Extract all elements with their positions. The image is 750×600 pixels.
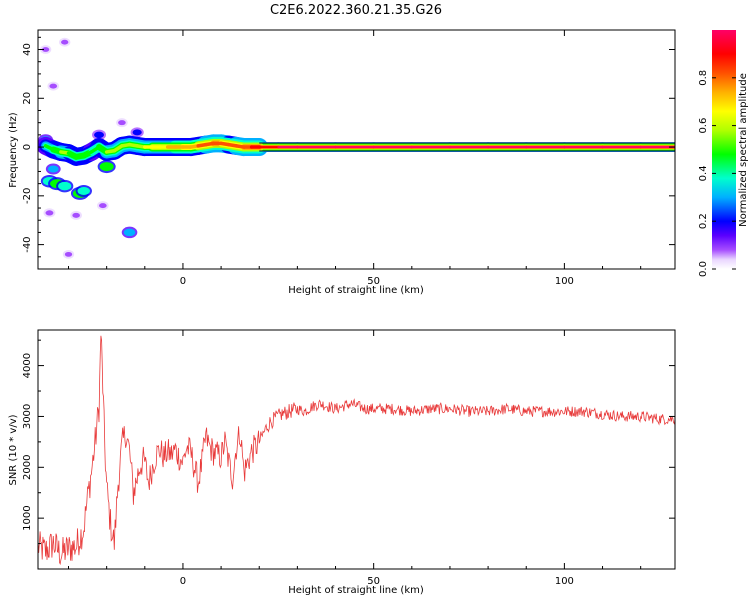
spectrogram-ytick-label: -20 bbox=[22, 188, 33, 204]
spectrogram-ylabel: Frequency (Hz) bbox=[8, 112, 19, 188]
spectrogram-blob bbox=[72, 212, 80, 218]
colorbar-tick-label: 0.6 bbox=[698, 118, 709, 134]
snr-xtick-label: 100 bbox=[555, 576, 574, 587]
spectrogram-blob bbox=[132, 129, 142, 136]
spectrogram-blob bbox=[45, 210, 54, 216]
spectrogram-blob bbox=[99, 162, 114, 172]
colorbar-label: Normalized spectral amplitude bbox=[738, 73, 749, 227]
spectrogram-blob bbox=[99, 203, 107, 209]
colorbar-tick-label: 0.8 bbox=[698, 70, 709, 86]
spectrogram-xlabel: Height of straight line (km) bbox=[288, 285, 424, 296]
spectrogram-blob bbox=[118, 120, 126, 126]
spectrogram-ytick-label: -40 bbox=[22, 236, 33, 252]
spectrogram-marks bbox=[38, 37, 675, 259]
snr-ytick-label: 4000 bbox=[22, 353, 33, 378]
colorbar-tick-label: 0.2 bbox=[698, 213, 709, 229]
spectrogram-blob bbox=[77, 186, 90, 195]
spectrogram-xtick-label: 0 bbox=[180, 276, 186, 287]
spectrogram-blob bbox=[41, 47, 50, 52]
spectrogram-xtick-label: 50 bbox=[367, 276, 380, 287]
spectrogram-ytick-label: 20 bbox=[22, 92, 33, 105]
snr-axes-frame bbox=[37, 329, 676, 570]
spectrogram-blob bbox=[123, 228, 136, 237]
snr-xlabel: Height of straight line (km) bbox=[288, 585, 424, 596]
spectrogram-blob bbox=[47, 165, 59, 173]
colorbar: 0.0 0.2 0.4 0.6 0.8 Normalized spectral ampl… bbox=[698, 30, 749, 277]
colorbar-tick-label: 0.4 bbox=[698, 165, 709, 181]
colorbar-gradient bbox=[712, 30, 736, 269]
spectrogram-panel: 0 50 100 40 20 0 -20 -40 Height of straight lin… bbox=[8, 29, 676, 296]
spectrogram-blob bbox=[61, 39, 69, 45]
snr-xtick-label: 50 bbox=[367, 576, 380, 587]
spectrogram-blob bbox=[49, 83, 58, 89]
spectrogram-ytick-label: 40 bbox=[22, 43, 33, 56]
colorbar-ticks: 0.0 0.2 0.4 0.6 0.8 bbox=[698, 70, 736, 277]
spectrogram-axes-frame bbox=[37, 29, 676, 270]
spectrogram-ytick-label: 0 bbox=[22, 144, 33, 150]
spectrogram-blob bbox=[64, 251, 73, 257]
snr-ylabel: SNR (10 * v/v) bbox=[8, 414, 19, 485]
snr-marks bbox=[38, 335, 675, 566]
snr-xtick-label: 0 bbox=[180, 576, 186, 587]
snr-ytick-label: 2000 bbox=[22, 455, 33, 480]
colorbar-tick-label: 0.0 bbox=[698, 261, 709, 277]
figure-title: C2E6.2022.360.21.35.G26 bbox=[270, 3, 442, 18]
spectrogram-ticks: 0 50 100 40 20 0 -20 -40 bbox=[22, 30, 675, 287]
snr-ytick-label: 1000 bbox=[22, 505, 33, 530]
snr-ticks: 0 50 100 1000 2000 3000 4000 bbox=[22, 330, 675, 587]
spectrogram-blob bbox=[58, 181, 72, 191]
spectrogram-xtick-label: 100 bbox=[555, 276, 574, 287]
spectrogram-blob bbox=[94, 131, 105, 139]
snr-panel: 0 50 100 1000 2000 3000 4000 Height of straigh… bbox=[8, 329, 676, 596]
snr-series-line bbox=[38, 335, 675, 566]
snr-ytick-label: 3000 bbox=[22, 404, 33, 429]
